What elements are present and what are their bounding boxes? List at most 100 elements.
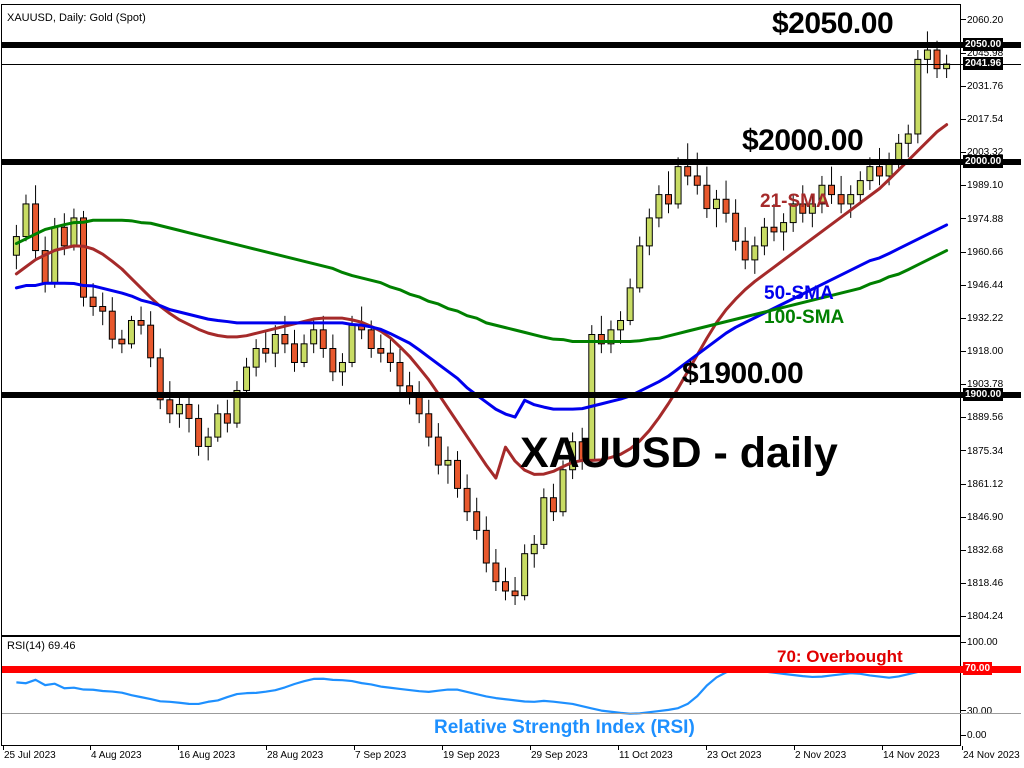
candlestick [70, 208, 78, 251]
candlestick [645, 208, 653, 256]
level-line-2000[interactable] [2, 158, 1021, 165]
price-tick: 2031.76 [961, 81, 1003, 92]
candlestick [223, 399, 231, 433]
price-chart-panel[interactable]: XAUUSD, Daily: Gold (Spot) $2050.00 $2000… [1, 4, 1022, 636]
rsi-overbought-label: 70: Overbought [777, 647, 903, 667]
candlestick [530, 535, 538, 568]
rsi-axis[interactable]: 100.00 30.00 0.00 70.00 [960, 636, 1022, 746]
level-line-2050[interactable] [2, 42, 1021, 49]
candlestick [636, 236, 644, 293]
candlestick [118, 329, 126, 354]
candlestick [329, 334, 337, 382]
candlestick [300, 334, 308, 368]
candlestick [502, 567, 509, 601]
candlestick [214, 404, 222, 442]
rsi-name-label: Relative Strength Index (RSI) [434, 717, 695, 738]
candlestick [712, 189, 720, 228]
price-tick: 1832.68 [961, 546, 1003, 556]
rsi-plot-area[interactable] [2, 637, 1021, 745]
price-badge-2000.00[interactable]: 2000.00 [963, 154, 1004, 168]
price-series-svg [12, 31, 951, 605]
chart-watermark: XAUUSD - daily [520, 429, 838, 477]
candlestick [22, 194, 30, 242]
candlestick [396, 348, 404, 396]
candlestick [703, 166, 711, 218]
chart-title: XAUUSD, Daily: Gold (Spot) [7, 12, 146, 24]
candlestick [818, 175, 826, 214]
candlestick [770, 203, 778, 242]
price-tick: 1989.10 [961, 181, 1003, 191]
candlestick [914, 50, 922, 144]
candlestick [473, 497, 481, 540]
rsi-overbought-line[interactable] [2, 666, 1021, 674]
candlestick [271, 325, 279, 368]
price-badge-2050.00[interactable]: 2050.00 [963, 38, 1004, 52]
candlestick [540, 488, 548, 550]
candlestick [291, 329, 298, 372]
price-plot-area[interactable] [2, 5, 1021, 635]
candlestick [837, 175, 845, 214]
candlestick [923, 31, 931, 74]
candlestick [425, 399, 433, 447]
candlestick [156, 348, 164, 410]
price-tick: 1846.90 [961, 512, 1003, 523]
candlestick [406, 371, 414, 405]
candlestick [847, 185, 855, 218]
candlestick [175, 395, 183, 428]
candlestick [607, 320, 615, 354]
rsi-oversold-line [2, 712, 1021, 714]
rsi-panel[interactable]: RSI(14) 69.46 70: Overbought Relative Str… [1, 636, 1022, 746]
candlestick [262, 329, 270, 363]
candlestick [89, 283, 97, 316]
candlestick [243, 357, 251, 396]
candlestick [626, 278, 634, 326]
candlestick [808, 194, 816, 228]
price-tick: 2045.98 [961, 48, 1003, 59]
candlestick [32, 185, 40, 260]
candlestick [492, 549, 500, 591]
price-tick: 1804.24 [961, 612, 1003, 622]
sma-legend-50-sma: 50-SMA [764, 283, 834, 304]
candlestick [559, 460, 567, 517]
level-label-2000: $2000.00 [742, 123, 864, 157]
price-tick: 2003.32 [961, 148, 1003, 158]
rsi-tick: 0.00 [961, 731, 986, 741]
candlestick [137, 306, 145, 335]
sma-legend-21-sma: 21-SMA [760, 191, 830, 212]
candlestick [444, 446, 452, 484]
current-price-line [2, 64, 1021, 66]
price-tick: 1932.22 [961, 314, 1003, 324]
candlestick [127, 315, 135, 349]
level-line-1900[interactable] [2, 392, 1021, 399]
candlestick [741, 227, 749, 270]
price-badge-2041.96[interactable]: 2041.96 [963, 57, 1004, 71]
price-badge-1900.00[interactable]: 1900.00 [963, 388, 1004, 402]
candlestick [147, 311, 155, 368]
candlestick [856, 171, 864, 204]
candlestick [722, 180, 730, 223]
price-tick: 2017.54 [961, 115, 1003, 125]
sma-line-21-sma [14, 123, 949, 480]
sma-legend-100-sma: 100-SMA [764, 307, 845, 328]
sma-line-50-sma [14, 223, 949, 419]
candlestick [338, 353, 346, 386]
candlestick [760, 217, 768, 256]
rsi-series-svg [16, 667, 947, 715]
candlestick [166, 381, 174, 424]
candlestick [732, 199, 740, 251]
candlestick [454, 451, 461, 498]
date-axis[interactable]: 25 Jul 2023 4 Aug 2023 16 Aug 2023 28 Aug 2… [1, 746, 1022, 768]
candlestick [780, 213, 788, 251]
price-tick: 1861.12 [961, 479, 1003, 490]
price-tick: 1889.56 [961, 413, 1003, 423]
rsi-badge-70.00[interactable]: 70.00 [963, 662, 993, 676]
price-tick: 1875.34 [961, 446, 1003, 457]
candlestick [482, 516, 490, 573]
candlestick [434, 423, 442, 475]
price-axis[interactable]: 2060.20 2045.98 2031.76 2017.54 2003.32 1989.… [960, 4, 1022, 636]
candlestick [511, 577, 519, 605]
candlestick [195, 404, 203, 456]
candlestick [549, 483, 557, 522]
price-tick: 1818.46 [961, 579, 1003, 589]
